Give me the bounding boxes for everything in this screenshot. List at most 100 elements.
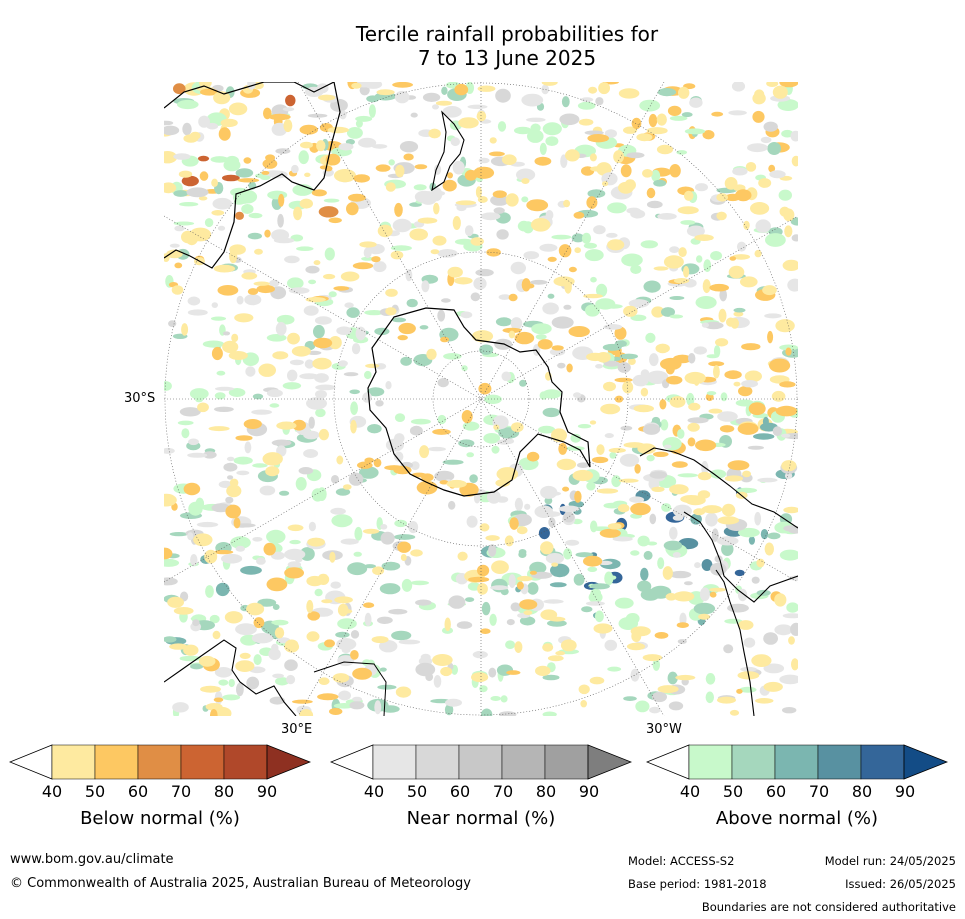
probability-cell [497,439,512,445]
probability-cell [630,668,640,682]
probability-cell [496,229,509,240]
probability-cell [457,551,468,561]
probability-cell [495,88,511,103]
probability-cell [210,316,227,321]
probability-cell [253,654,262,666]
probability-cell [702,279,711,294]
probability-cell [313,260,321,266]
probability-cell [531,323,552,335]
probability-cell [190,663,204,670]
probability-cell [738,620,754,630]
probability-cell [708,361,725,367]
probability-cell [314,373,329,383]
probability-cell [729,709,740,716]
colorbar-segment [223,744,268,780]
probability-cell [697,471,712,481]
probability-cell [734,569,745,577]
probability-cell [307,113,328,118]
probability-cell [678,86,690,99]
probability-cell [677,206,699,215]
probability-cell [394,90,410,104]
probability-cell [275,322,287,336]
probability-cell [646,187,656,199]
probability-cell [565,446,585,451]
probability-cell [608,447,626,453]
probability-cell [283,119,293,133]
probability-cell [229,244,246,255]
probability-cell [740,666,757,672]
lon-label-30w: 30°W [646,722,682,737]
probability-cell [352,696,363,702]
probability-cell [768,164,776,173]
probability-cell [542,389,562,399]
probability-cell [350,630,360,639]
probability-cell [501,371,512,382]
probability-cell [643,280,661,293]
probability-cell [751,654,772,667]
probability-cell [542,122,562,136]
probability-cell [243,419,262,429]
probability-cell [590,583,610,590]
footer-disclaimer: Boundaries are not considered authoritat… [701,900,956,914]
probability-cell [164,182,177,194]
probability-cell [292,184,313,196]
probability-cell [247,288,259,295]
probability-cell [437,309,446,322]
probability-cell [633,404,654,413]
probability-cell [186,187,209,198]
probability-cell [728,265,745,279]
probability-cell [480,628,491,634]
probability-cell [214,386,235,391]
probability-cell [490,696,502,701]
south-america-south-coastline [715,569,755,716]
ticks-near-normal: 40 50 60 70 80 90 [364,782,599,802]
probability-cell [742,470,752,478]
probability-cell [361,256,374,261]
probability-cell [394,202,403,217]
probability-cell [583,242,597,249]
probability-cell [439,480,449,485]
probability-cell [352,667,372,680]
probability-cell [491,560,509,574]
probability-cell [519,599,538,610]
probability-cell [189,131,201,140]
probability-cell [733,311,744,317]
probability-cell [306,575,324,587]
probability-cell [318,428,329,441]
probability-cell [583,293,603,299]
probability-cell [364,457,374,464]
probability-cell [487,490,501,504]
madagascar-coastline [313,661,387,716]
probability-cell [197,155,210,162]
probability-cell [757,477,778,483]
probability-cell [235,623,257,636]
probability-cell [657,213,677,220]
probability-cell [179,202,199,207]
probability-cell [462,421,480,431]
colorbar-tick-label: 80 [851,782,873,801]
probability-cell [237,178,260,183]
probability-cell [263,107,272,120]
probability-cell [466,452,475,458]
probability-cell [271,122,288,136]
probability-cell [377,684,397,690]
probability-cell [464,225,474,237]
probability-cell [469,474,478,483]
probability-cell [651,486,665,492]
probability-cell [490,585,509,591]
probability-cell [733,307,746,313]
probability-cell [350,419,357,434]
footer-url[interactable]: www.bom.gov.au/climate [10,852,174,867]
probability-cell [432,235,447,246]
probability-cell [623,305,638,317]
probability-cell [287,561,302,569]
probability-cell [446,479,467,488]
probability-cell [388,159,395,166]
probability-cell [687,437,696,447]
probability-cell [394,451,404,462]
probability-cell [521,178,530,184]
probability-cell [303,430,320,440]
probability-cell [200,685,221,693]
probability-cell [649,353,659,367]
probability-cell [547,655,564,662]
